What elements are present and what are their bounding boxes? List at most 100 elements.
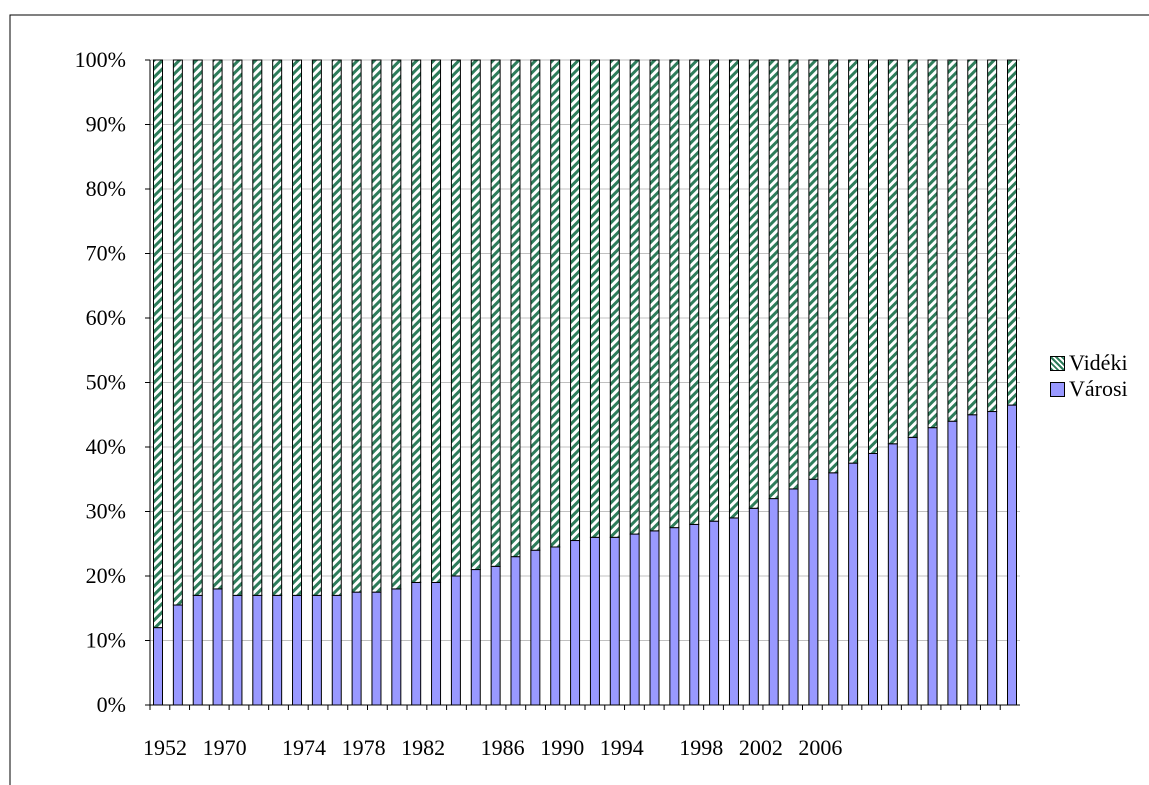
x-tick-label: 1952: [143, 735, 187, 760]
bar-segment: [748, 59, 759, 509]
bar-segment: [292, 59, 303, 596]
bar-segment: [649, 530, 660, 706]
bar-segment: [371, 591, 382, 706]
bar-segment: [431, 581, 442, 706]
y-tick-label: 100%: [75, 47, 126, 72]
y-tick-label: 20%: [86, 563, 126, 588]
legend-swatch: [1050, 382, 1065, 397]
y-tick-label: 10%: [86, 628, 126, 653]
bar-segment: [172, 59, 183, 606]
bar-segment: [967, 59, 978, 416]
bar-segment: [907, 436, 918, 706]
bar-segment: [987, 59, 998, 413]
y-tick-label: 50%: [86, 370, 126, 395]
x-tick-label: 1994: [600, 735, 644, 760]
bar-segment: [311, 594, 322, 706]
x-tick-label: 1986: [481, 735, 525, 760]
x-tick-label: 1974: [282, 735, 326, 760]
bar-segment: [470, 569, 481, 706]
bar-segment: [470, 59, 481, 571]
bar-segment: [589, 59, 600, 538]
bar-segment: [788, 59, 799, 490]
x-tick-label: 1982: [401, 735, 445, 760]
bar-segment: [510, 59, 521, 558]
bar-segment: [510, 556, 521, 706]
bar-segment: [192, 594, 203, 706]
bar-segment: [609, 536, 620, 706]
bar-segment: [629, 59, 640, 535]
x-tick-label: 1978: [342, 735, 386, 760]
bar-segment: [669, 527, 680, 706]
y-tick-label: 70%: [86, 241, 126, 266]
bar-segment: [728, 59, 739, 519]
bar-segment: [311, 59, 322, 596]
bar-segment: [391, 588, 402, 706]
bar-segment: [530, 549, 541, 706]
bar-segment: [828, 59, 839, 474]
bar-segment: [371, 59, 382, 593]
bar-segment: [550, 546, 561, 706]
bar-segment: [947, 420, 958, 706]
bar-segment: [709, 520, 720, 706]
bar-segment: [609, 59, 620, 538]
bar-segment: [232, 59, 243, 596]
bar-segment: [967, 414, 978, 706]
bar-segment: [351, 59, 362, 593]
bar-segment: [292, 594, 303, 706]
bar-segment: [808, 478, 819, 706]
legend-label: Vidéki: [1069, 350, 1128, 375]
bar-segment: [450, 59, 461, 577]
bar-segment: [530, 59, 541, 551]
bar-segment: [232, 594, 243, 706]
legend-item: Városi: [1050, 376, 1130, 402]
bar-segment: [669, 59, 680, 529]
bar-segment: [411, 59, 422, 583]
bar-segment: [212, 588, 223, 706]
bar-segment: [947, 59, 958, 422]
bar-segment: [828, 472, 839, 706]
bar-segment: [351, 591, 362, 706]
bar-segment: [987, 411, 998, 706]
bar-segment: [768, 59, 779, 500]
bar-segment: [172, 604, 183, 706]
bar-segment: [391, 59, 402, 590]
x-tick-label: 1970: [203, 735, 247, 760]
bar-segment: [768, 498, 779, 706]
x-tick-label: 1998: [679, 735, 723, 760]
chart-border: [9, 14, 1149, 785]
bar-segment: [1007, 404, 1017, 706]
bar-segment: [649, 59, 660, 532]
bar-segment: [331, 59, 342, 596]
bar-segment: [788, 488, 799, 706]
y-tick-label: 40%: [86, 434, 126, 459]
bar-segment: [728, 517, 739, 706]
bar-segment: [927, 427, 938, 706]
bar-segment: [431, 59, 442, 583]
x-tick-label: 2006: [798, 735, 842, 760]
legend-swatch: [1050, 356, 1065, 371]
bar-segment: [411, 581, 422, 706]
y-tick-label: 60%: [86, 305, 126, 330]
bar-segment: [272, 59, 283, 596]
bar-segment: [153, 627, 163, 706]
bar-segment: [331, 594, 342, 706]
y-tick-label: 0%: [97, 692, 126, 717]
legend-label: Városi: [1069, 376, 1128, 401]
bar-segment: [570, 540, 581, 706]
x-tick-label: 2002: [739, 735, 783, 760]
bar-segment: [570, 59, 581, 542]
bar-segment: [272, 594, 283, 706]
x-tick-label: 1990: [540, 735, 584, 760]
bar-segment: [907, 59, 918, 438]
bar-segment: [709, 59, 720, 522]
bar-segment: [867, 452, 878, 706]
bar-segment: [252, 59, 263, 596]
bar-segment: [192, 59, 203, 596]
bar-segment: [848, 462, 859, 706]
bar-segment: [252, 594, 263, 706]
bar-segment: [927, 59, 938, 429]
bar-segment: [490, 565, 501, 706]
y-tick-label: 30%: [86, 499, 126, 524]
bar-segment: [589, 536, 600, 706]
